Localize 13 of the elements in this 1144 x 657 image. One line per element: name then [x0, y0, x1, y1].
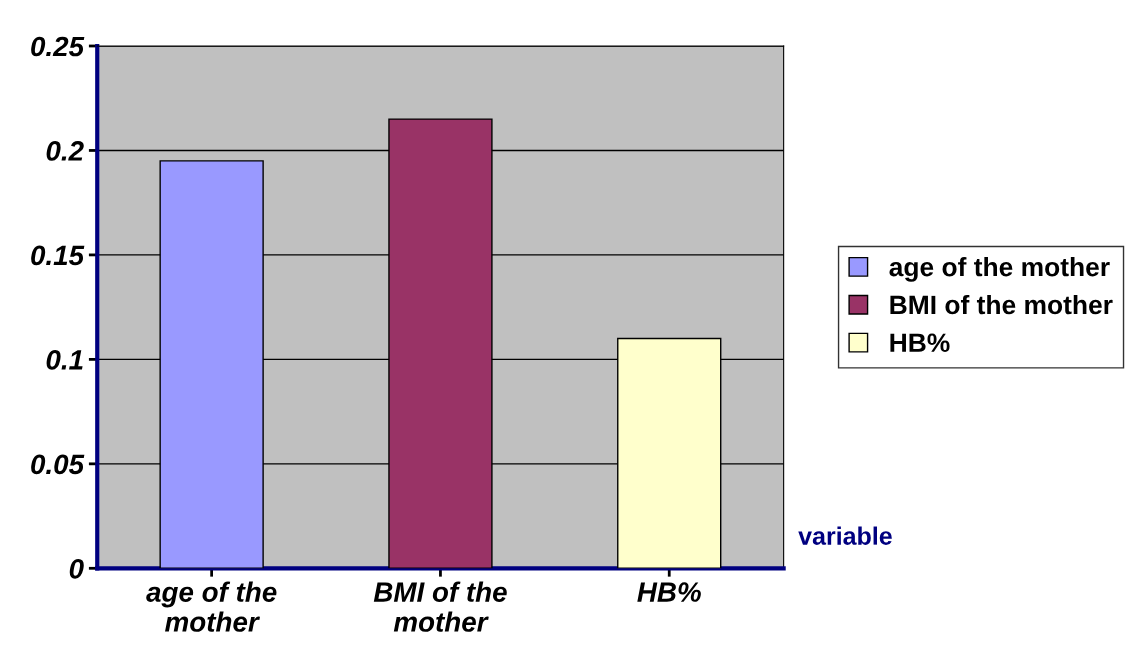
- x-tick-label: BMI of the mother: [373, 581, 507, 632]
- y-tick-label: 0.15: [31, 245, 85, 266]
- legend-label: BMI of the mother: [890, 294, 1113, 315]
- y-tick-label: 0.05: [31, 454, 85, 475]
- legend-label: age of the mother: [889, 257, 1110, 282]
- legend-label: HB%: [890, 333, 950, 353]
- y-tick-label: 0.2: [46, 141, 84, 161]
- x-tick-label: age of the mother: [146, 581, 277, 632]
- x-axis-title: variable: [798, 526, 892, 545]
- y-tick-label: 0.25: [31, 36, 85, 57]
- y-tick-label: 0: [69, 558, 84, 579]
- y-tick-label: 0.1: [46, 350, 83, 370]
- x-tick-label: HB%: [637, 582, 701, 602]
